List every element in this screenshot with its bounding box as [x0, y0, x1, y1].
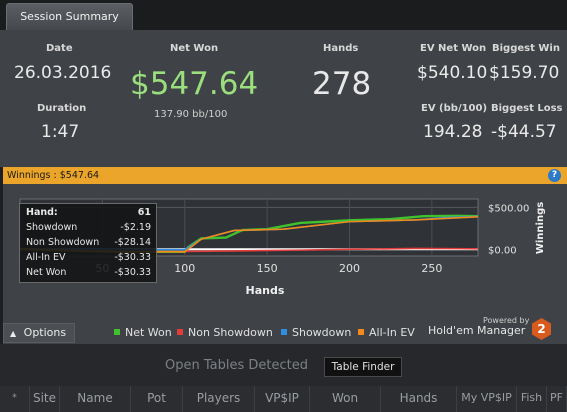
column-header-won[interactable]: Won — [310, 386, 381, 412]
winnings-label: Winnings : $547.64 — [7, 170, 100, 181]
tooltip-row-value: -$30.33 — [114, 267, 151, 278]
help-icon[interactable]: ? — [548, 169, 561, 182]
ev-netwon-value: $540.10 — [417, 63, 488, 83]
duration-label: Duration — [37, 103, 87, 114]
tooltip-hand-value: 61 — [137, 207, 151, 218]
brand-name: Hold'em Manager — [428, 324, 526, 337]
tooltip-row: Net Won -$30.33 — [26, 267, 151, 281]
x-axis-label: Hands — [246, 284, 285, 297]
tooltip-hand-row: Hand: 61 — [26, 207, 151, 221]
legend-swatch — [281, 329, 287, 335]
tooltip-row: All-In EV -$30.33 — [26, 252, 151, 266]
legend-item-non-showdown[interactable]: Non Showdown — [177, 326, 273, 339]
legend-swatch — [114, 329, 120, 335]
open-tables-header: * Site Name Pot Players VP$IP Won Hands … — [0, 386, 567, 412]
column-header-my-vpip[interactable]: My VP$IP — [457, 386, 517, 412]
tooltip-row-value: -$30.33 — [114, 252, 151, 263]
tooltip-row-label: Showdown — [26, 222, 78, 233]
powered-by-label: Powered by — [483, 316, 530, 325]
x-tick-label: 200 — [339, 262, 360, 275]
column-header-vpip[interactable]: VP$IP — [255, 386, 310, 412]
legend-item-all-in-ev[interactable]: All-In EV — [358, 326, 415, 339]
winnings-bar: Winnings : $547.64 ? — [3, 167, 567, 184]
hand-tooltip: Hand: 61 Showdown -$2.19 Non Showdown -$… — [19, 203, 157, 283]
column-header-star[interactable]: * — [0, 386, 30, 412]
tooltip-row-value: -$28.14 — [114, 237, 151, 248]
legend-label: All-In EV — [369, 326, 415, 339]
tooltip-row-value: -$2.19 — [120, 222, 151, 233]
y-axis-label: Winnings — [535, 202, 546, 254]
biggest-loss-label: Biggest Loss — [491, 103, 563, 114]
tooltip-row-label: All-In EV — [26, 252, 66, 263]
hands-label: Hands — [323, 43, 359, 54]
biggest-win-value: $159.70 — [489, 63, 560, 83]
biggest-loss-value: -$44.57 — [491, 122, 557, 142]
x-tick-label: 150 — [257, 262, 278, 275]
options-button[interactable]: ▲ Options — [3, 323, 75, 343]
ev-bb-value: 194.28 — [423, 122, 483, 142]
date-label: Date — [46, 43, 73, 54]
legend-swatch — [177, 329, 183, 335]
column-header-hands[interactable]: Hands — [381, 386, 457, 412]
legend-label: Showdown — [292, 326, 352, 339]
netwon-bb: 137.90 bb/100 — [154, 109, 228, 120]
ev-netwon-label: EV Net Won — [420, 43, 487, 54]
x-tick-label: 100 — [174, 262, 195, 275]
netwon-value: $547.64 — [130, 66, 259, 102]
hm2-logo-icon: 2 — [532, 318, 551, 340]
column-header-fish[interactable]: Fish — [517, 386, 547, 412]
netwon-label: Net Won — [170, 43, 219, 54]
legend-item-net-won[interactable]: Net Won — [114, 326, 172, 339]
column-header-pot[interactable]: Pot — [131, 386, 183, 412]
y-tick-label: $0.00 — [488, 245, 517, 256]
hands-value: 278 — [312, 66, 372, 102]
tooltip-row: Non Showdown -$28.14 — [26, 237, 151, 251]
tooltip-row-label: Non Showdown — [26, 237, 100, 248]
summary-panel — [0, 30, 567, 167]
tooltip-row-label: Net Won — [26, 267, 67, 278]
tab-session-summary[interactable]: Session Summary — [6, 3, 133, 30]
legend-label: Net Won — [125, 326, 172, 339]
tab-bar: Session Summary — [0, 0, 567, 30]
ev-bb-label: EV (bb/100) — [421, 103, 488, 114]
chevron-up-icon: ▲ — [10, 329, 17, 338]
x-tick-label: 250 — [421, 262, 442, 275]
options-label: Options — [23, 326, 67, 339]
column-header-pf[interactable]: PF — [547, 386, 567, 412]
tooltip-row: Showdown -$2.19 — [26, 222, 151, 236]
biggest-win-label: Biggest Win — [492, 43, 560, 54]
tooltip-hand-label: Hand: — [26, 207, 58, 218]
legend-item-showdown[interactable]: Showdown — [281, 326, 351, 339]
column-header-players[interactable]: Players — [183, 386, 255, 412]
y-tick-label: $500.00 — [488, 203, 529, 214]
column-header-name[interactable]: Name — [60, 386, 131, 412]
legend-label: Non Showdown — [188, 326, 273, 339]
duration-value: 1:47 — [41, 122, 80, 142]
column-header-site[interactable]: Site — [30, 386, 60, 412]
open-tables-title: Open Tables Detected — [165, 358, 308, 373]
legend-swatch — [358, 329, 364, 335]
table-finder-button[interactable]: Table Finder — [324, 357, 402, 377]
date-value: 26.03.2016 — [14, 63, 112, 83]
